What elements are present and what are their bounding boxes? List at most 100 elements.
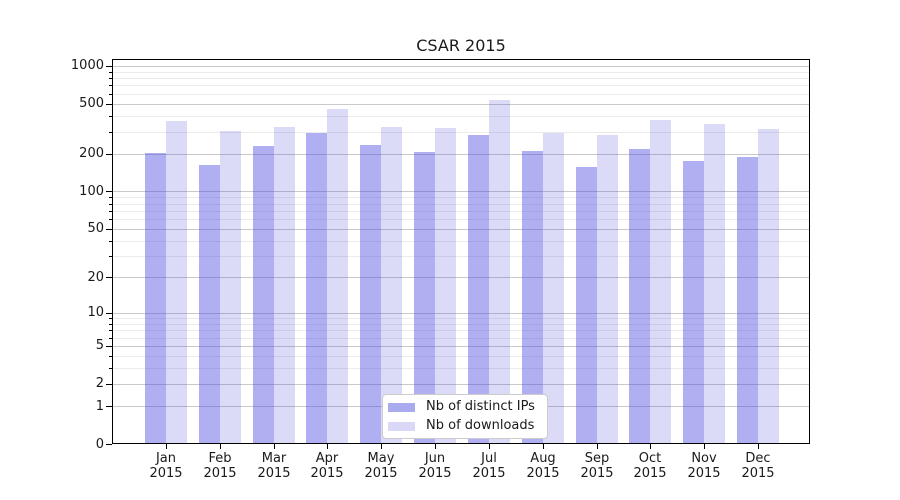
ytick-minor-60 — [109, 219, 112, 220]
ytick-label-5: 5 — [95, 338, 104, 353]
xtick-label-oct: Oct 2015 — [633, 451, 667, 481]
gridline-minor-3 — [113, 368, 809, 369]
gridline-major-5 — [113, 346, 809, 347]
ytick-200 — [106, 154, 112, 155]
gridline-major-20 — [113, 277, 809, 278]
bar-downloads-dec — [758, 129, 780, 443]
bar-downloads-oct — [650, 119, 672, 443]
ytick-label-500: 500 — [79, 96, 104, 111]
gridline-major-10 — [113, 313, 809, 314]
bar-downloads-aug — [542, 133, 564, 443]
xtick-label-jan: Jan 2015 — [149, 451, 183, 481]
ytick-minor-600 — [109, 94, 112, 95]
ytick-label-50: 50 — [87, 221, 104, 236]
gridline-minor-800 — [113, 78, 809, 79]
xtick-dec — [758, 444, 759, 449]
xtick-aug — [543, 444, 544, 449]
bar-distinct-ips-may — [360, 145, 382, 443]
ytick-minor-7 — [109, 330, 112, 331]
xtick-label-jun: Jun 2015 — [418, 451, 452, 481]
bar-downloads-mar — [273, 126, 295, 443]
legend-swatch-distinct-ips — [388, 402, 415, 412]
gridline-minor-7 — [113, 330, 809, 331]
legend-swatch-downloads — [388, 421, 415, 431]
gridline-major-1000 — [113, 66, 809, 67]
ytick-minor-90 — [109, 197, 112, 198]
ytick-minor-9 — [109, 318, 112, 319]
bar-downloads-jan — [166, 121, 187, 443]
ytick-label-10: 10 — [87, 305, 104, 320]
bar-distinct-ips-jan — [145, 153, 166, 443]
ytick-minor-30 — [109, 256, 112, 257]
ytick-minor-80 — [109, 204, 112, 205]
bar-downloads-jul — [488, 100, 510, 443]
bar-distinct-ips-mar — [252, 145, 274, 443]
ytick-minor-6 — [109, 338, 112, 339]
xtick-label-feb: Feb 2015 — [203, 451, 237, 481]
ytick-label-1000: 1000 — [70, 58, 104, 73]
ytick-10 — [106, 313, 112, 314]
ytick-label-1: 1 — [95, 399, 104, 414]
ytick-minor-400 — [109, 116, 112, 117]
ytick-minor-3 — [109, 368, 112, 369]
ytick-minor-300 — [109, 132, 112, 133]
xtick-sep — [597, 444, 598, 449]
bar-downloads-jun — [435, 128, 457, 443]
ytick-100 — [106, 191, 112, 192]
bar-distinct-ips-jul — [467, 135, 489, 443]
bar-distinct-ips-aug — [521, 150, 543, 443]
legend-item-downloads: Nb of downloads — [383, 417, 547, 435]
xtick-may — [381, 444, 382, 449]
gridline-major-2 — [113, 384, 809, 385]
ytick-1 — [106, 406, 112, 407]
bar-distinct-ips-dec — [737, 156, 759, 443]
bar-distinct-ips-sep — [575, 167, 597, 443]
ytick-minor-800 — [109, 78, 112, 79]
ytick-label-100: 100 — [79, 184, 104, 199]
gridline-minor-6 — [113, 338, 809, 339]
xtick-mar — [274, 444, 275, 449]
legend-item-distinct-ips: Nb of distinct IPs — [383, 398, 547, 416]
xtick-label-sep: Sep 2015 — [580, 451, 614, 481]
xtick-jun — [435, 444, 436, 449]
gridline-minor-600 — [113, 94, 809, 95]
bar-downloads-may — [381, 127, 403, 443]
gridline-minor-40 — [113, 241, 809, 242]
xtick-apr — [327, 444, 328, 449]
xtick-jul — [489, 444, 490, 449]
bar-downloads-feb — [219, 130, 241, 443]
xtick-label-mar: Mar 2015 — [257, 451, 291, 481]
xtick-oct — [650, 444, 651, 449]
xtick-jan — [166, 444, 167, 449]
xtick-label-nov: Nov 2015 — [687, 451, 721, 481]
gridline-minor-9 — [113, 318, 809, 319]
ytick-0 — [106, 444, 112, 445]
ytick-1000 — [106, 66, 112, 67]
xtick-label-jul: Jul 2015 — [472, 451, 506, 481]
bar-downloads-nov — [704, 124, 726, 443]
bar-distinct-ips-oct — [629, 149, 651, 443]
ytick-label-20: 20 — [87, 270, 104, 285]
ytick-label-2: 2 — [95, 376, 104, 391]
ytick-minor-900 — [109, 72, 112, 73]
xtick-nov — [704, 444, 705, 449]
xtick-feb — [220, 444, 221, 449]
gridline-minor-30 — [113, 256, 809, 257]
ytick-20 — [106, 277, 112, 278]
ytick-minor-8 — [109, 324, 112, 325]
ytick-minor-700 — [109, 85, 112, 86]
xtick-label-apr: Apr 2015 — [310, 451, 344, 481]
xtick-label-aug: Aug 2015 — [526, 451, 560, 481]
gridline-minor-70 — [113, 211, 809, 212]
gridline-minor-400 — [113, 116, 809, 117]
legend-label-distinct-ips: Nb of distinct IPs — [426, 399, 535, 414]
ytick-label-200: 200 — [79, 146, 104, 161]
xtick-label-may: May 2015 — [364, 451, 398, 481]
bar-distinct-ips-nov — [683, 161, 705, 443]
gridline-major-100 — [113, 191, 809, 192]
bar-distinct-ips-apr — [306, 132, 328, 443]
gridline-minor-8 — [113, 324, 809, 325]
chart-title: CSAR 2015 — [416, 36, 506, 55]
bar-downloads-sep — [596, 135, 618, 443]
